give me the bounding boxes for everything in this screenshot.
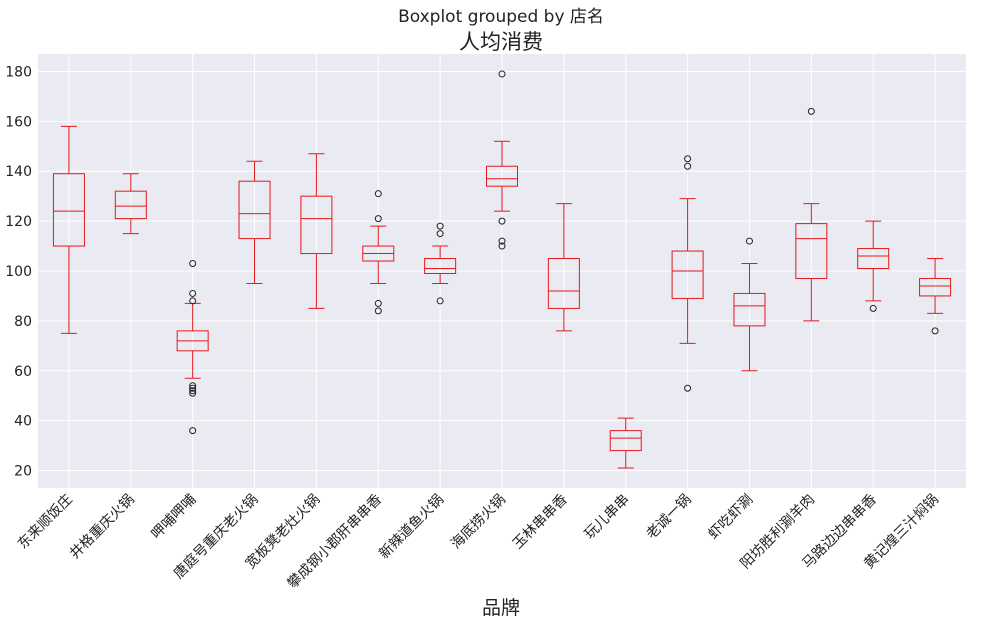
outlier-point xyxy=(498,242,506,250)
box-group xyxy=(114,173,147,235)
outlier-point xyxy=(189,427,197,435)
y-tick-label: 140 xyxy=(5,164,32,180)
box xyxy=(857,248,890,270)
outlier-point xyxy=(374,299,382,307)
outlier-point xyxy=(189,384,197,392)
x-tick-label: 老诚一锅 xyxy=(644,492,695,543)
outlier-point xyxy=(869,304,877,312)
box-group xyxy=(176,260,209,435)
outlier-point xyxy=(684,155,692,163)
box-group xyxy=(671,155,704,392)
x-tick-label: 呷哺呷哺 xyxy=(149,492,200,543)
y-axis: 20 40 60 80 100 120 140 160 180 xyxy=(5,64,32,479)
outlier-point xyxy=(189,387,197,395)
box xyxy=(486,165,518,187)
box xyxy=(547,258,580,309)
y-tick-label: 60 xyxy=(14,364,32,380)
outlier-point xyxy=(931,327,939,335)
x-tick-label: 虾吃虾涮 xyxy=(705,492,756,543)
outlier-point xyxy=(189,297,197,305)
outlier-point xyxy=(436,230,444,238)
outlier-point xyxy=(807,107,815,115)
box xyxy=(238,180,271,240)
box xyxy=(919,277,952,297)
x-tick-label: 东来顺饭庄 xyxy=(14,491,76,553)
outlier-point xyxy=(189,389,197,397)
box xyxy=(609,430,642,452)
box-group xyxy=(547,203,580,332)
x-tick-label: 新辣道鱼火锅 xyxy=(376,491,447,562)
chart-title: 人均消费 xyxy=(459,30,543,54)
y-tick-label: 120 xyxy=(5,214,32,230)
box-group xyxy=(424,222,457,305)
outlier-point xyxy=(436,222,444,230)
outlier-point xyxy=(498,217,506,225)
box-group xyxy=(486,70,518,250)
outlier-point xyxy=(684,384,692,392)
box xyxy=(795,223,828,279)
outlier-point xyxy=(189,382,197,390)
box-group xyxy=(52,125,85,334)
box xyxy=(424,258,457,274)
y-tick-label: 80 xyxy=(14,314,32,330)
box xyxy=(671,250,704,299)
y-tick-label: 20 xyxy=(14,464,32,480)
box-group xyxy=(919,258,952,335)
box-group xyxy=(857,220,890,312)
outlier-point xyxy=(374,307,382,315)
outlier-point xyxy=(374,215,382,223)
box-group xyxy=(733,237,766,372)
x-axis-label: 品牌 xyxy=(482,597,520,619)
box-group xyxy=(300,153,333,309)
box xyxy=(114,190,147,220)
box-group xyxy=(609,417,642,469)
x-tick-label: 井格重庆火锅 xyxy=(67,492,138,563)
outlier-point xyxy=(374,190,382,198)
box-group xyxy=(362,190,395,315)
chart-suptitle: Boxplot grouped by 店名 xyxy=(398,7,604,27)
x-tick-label: 海底捞火锅 xyxy=(448,492,509,553)
outlier-point xyxy=(745,237,753,245)
y-tick-label: 180 xyxy=(5,64,32,80)
y-tick-label: 40 xyxy=(14,414,32,430)
x-tick-label: 玉林串串香 xyxy=(510,492,571,553)
outlier-point xyxy=(189,289,197,297)
x-tick-label: 玩儿串串 xyxy=(582,492,633,543)
outlier-point xyxy=(498,237,506,245)
outlier-point xyxy=(498,70,506,78)
box xyxy=(300,195,333,255)
outlier-point xyxy=(436,297,444,305)
outlier-point xyxy=(189,260,197,268)
box xyxy=(52,173,85,247)
boxes xyxy=(52,70,952,469)
box-group xyxy=(238,160,271,284)
box xyxy=(733,292,766,327)
y-tick-label: 100 xyxy=(5,264,32,280)
outlier-point xyxy=(684,162,692,170)
box-group xyxy=(795,107,828,322)
y-tick-label: 160 xyxy=(5,114,32,130)
